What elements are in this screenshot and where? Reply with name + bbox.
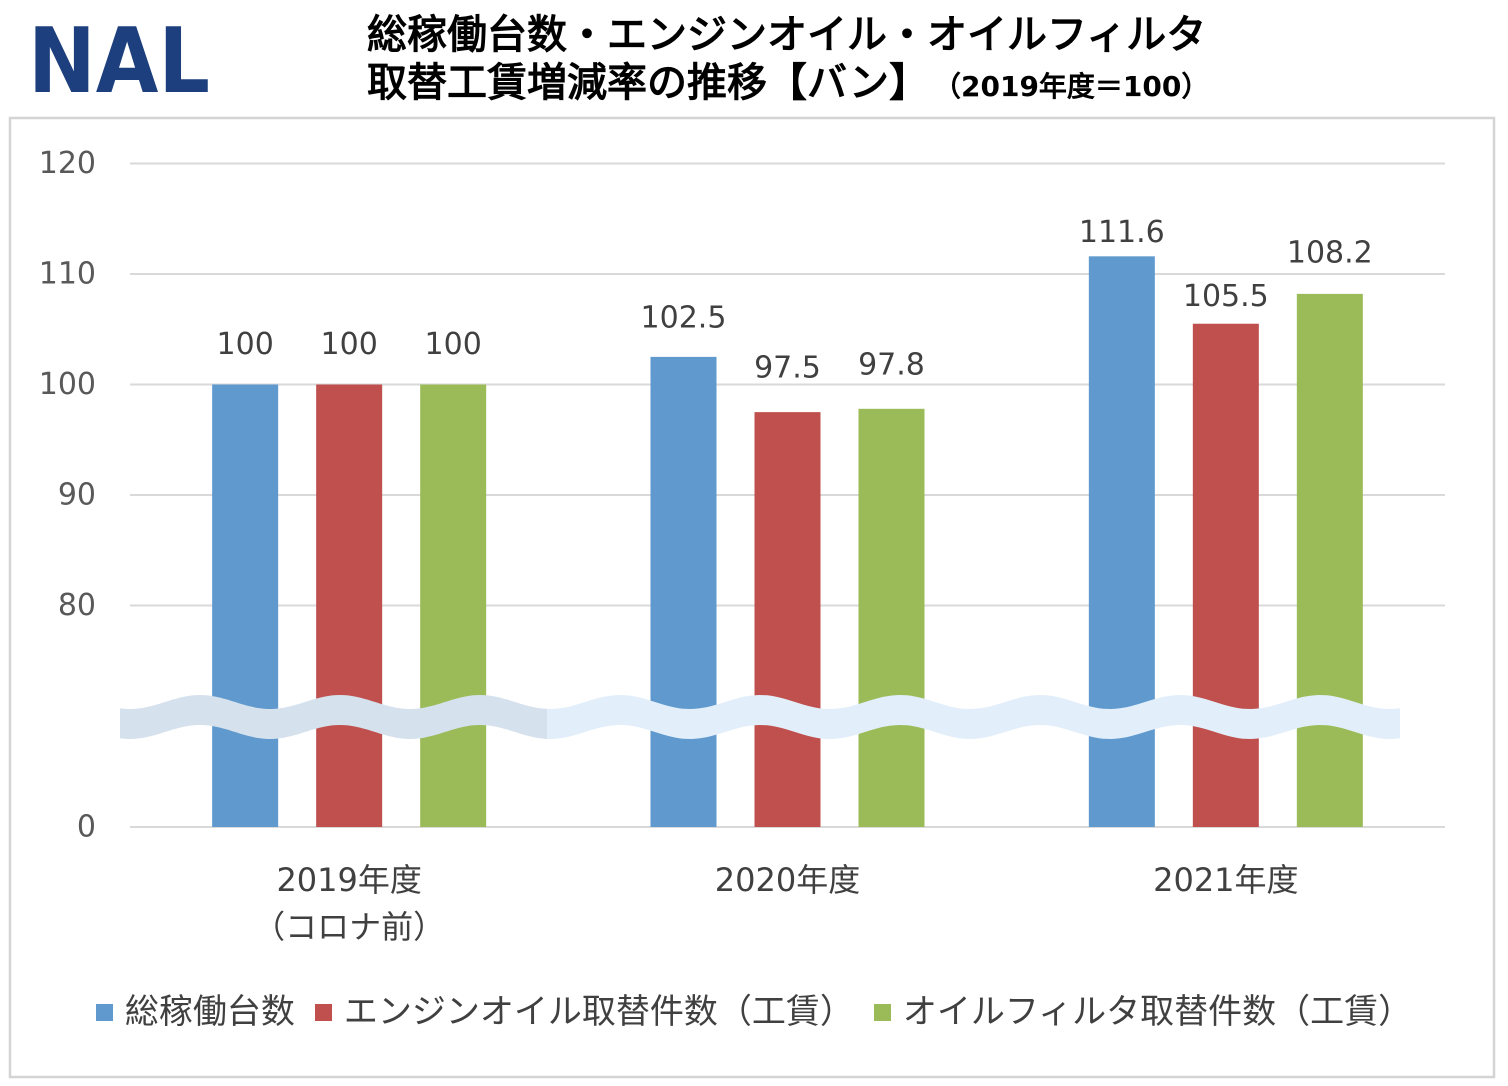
bar-total-operating-units-fy2020: [650, 356, 717, 827]
chart-frame: [8, 116, 1496, 1079]
bar-oil-filter-replacement-fy2020: [858, 408, 925, 827]
legend-swatch-engine-oil-replacement: [314, 1003, 332, 1021]
y-tick-label-0: 0: [77, 810, 96, 845]
x-category-label-fy2020: 2020年度: [715, 861, 860, 899]
bar-engine-oil-replacement-fy2021: [1192, 323, 1259, 827]
legend-label-engine-oil-replacement: エンジンオイル取替件数（工賃）: [343, 992, 854, 1032]
chart-title: 総稼働台数・エンジンオイル・オイルフィルタ 取替工賃増減率の推移【バン】 （201…: [367, 11, 1209, 107]
legend: 総稼働台数 エンジンオイル取替件数（工賃） オイルフィルタ取替件数（工賃）: [0, 990, 1508, 1034]
data-label-total-operating-units-fy2019: 100: [217, 327, 274, 362]
data-label-total-operating-units-fy2020: 102.5: [641, 300, 727, 335]
y-tick-label-80: 80: [58, 588, 96, 623]
x-category-label-fy2019: 2019年度: [276, 861, 421, 899]
y-axis-break: [120, 695, 1400, 739]
nal-logo-text: NAL: [28, 18, 210, 98]
bar-oil-filter-replacement-fy2021: [1296, 293, 1363, 827]
chart-title-line-2: 取替工賃増減率の推移【バン】: [367, 60, 929, 106]
chart-title-line-1: 総稼働台数・エンジンオイル・オイルフィルタ: [367, 12, 1207, 58]
legend-swatch-total-operating-units: [95, 1003, 113, 1021]
y-tick-label-120: 120: [39, 146, 96, 181]
legend-label-oil-filter-replacement: オイルフィルタ取替件数（工賃）: [902, 992, 1413, 1032]
chart-title-line-2-row: 取替工賃増減率の推移【バン】 （2019年度＝100）: [367, 59, 1209, 107]
y-axis-tick-labels: 0 80 90 100 110 120: [39, 146, 96, 845]
data-label-oil-filter-replacement-fy2019: 100: [425, 327, 482, 362]
legend-swatch-oil-filter-replacement: [873, 1003, 891, 1021]
bar-engine-oil-replacement-fy2020: [754, 412, 821, 827]
bar-oil-filter-replacement-fy2019: [420, 384, 487, 827]
y-tick-label-110: 110: [39, 257, 96, 292]
bar-engine-oil-replacement-fy2019: [316, 384, 383, 827]
data-label-total-operating-units-fy2021: 111.6: [1079, 215, 1165, 250]
y-axis-break-wave-left: [120, 695, 547, 739]
legend-label-total-operating-units: 総稼働台数: [124, 992, 295, 1032]
y-axis-break-wave-right: [543, 695, 1400, 739]
legend-item-total-operating-units: 総稼働台数: [95, 990, 295, 1034]
nal-logo: NAL: [28, 18, 210, 98]
data-label-engine-oil-replacement-fy2020: 97.5: [754, 351, 821, 386]
chart-title-note: （2019年度＝100）: [947, 70, 1210, 103]
y-tick-label-100: 100: [39, 367, 96, 402]
x-category-label-fy2021: 2021年度: [1153, 861, 1298, 899]
legend-item-engine-oil-replacement: エンジンオイル取替件数（工賃）: [314, 990, 854, 1034]
bar-total-operating-units-fy2021: [1088, 256, 1155, 827]
data-label-engine-oil-replacement-fy2019: 100: [321, 327, 378, 362]
y-tick-label-90: 90: [58, 478, 96, 513]
x-category-sublabel-fy2019: （コロナ前）: [253, 908, 445, 946]
bars: [212, 256, 1363, 827]
data-labels: 100 102.5 111.6 100 97.5 105.5 100 97.8 108.2: [217, 215, 1373, 386]
x-axis-category-labels: 2019年度 （コロナ前） 2020年度 2021年度: [253, 861, 1298, 946]
data-label-oil-filter-replacement-fy2021: 108.2: [1287, 235, 1373, 270]
bar-total-operating-units-fy2019: [212, 384, 279, 827]
data-label-engine-oil-replacement-fy2021: 105.5: [1183, 279, 1269, 314]
legend-item-oil-filter-replacement: オイルフィルタ取替件数（工賃）: [873, 990, 1413, 1034]
data-label-oil-filter-replacement-fy2020: 97.8: [858, 347, 925, 382]
